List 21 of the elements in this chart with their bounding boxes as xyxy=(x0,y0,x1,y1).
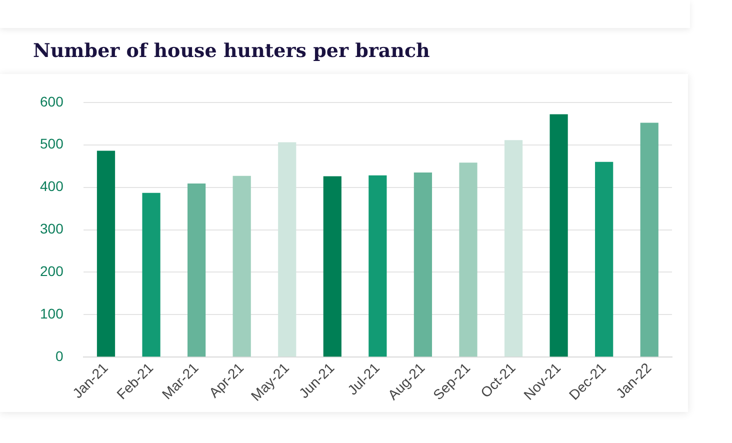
bar xyxy=(595,162,614,357)
bar xyxy=(459,162,478,357)
bar xyxy=(550,114,568,357)
bar xyxy=(640,122,658,357)
bar xyxy=(142,192,160,357)
chart-title: Number of house hunters per branch xyxy=(33,40,430,62)
y-tick-label: 300 xyxy=(40,220,64,237)
y-tick-label: 0 xyxy=(56,348,64,364)
bar xyxy=(323,176,342,357)
y-tick-label: 500 xyxy=(40,136,64,152)
bar xyxy=(232,176,251,357)
bar xyxy=(96,150,116,357)
bar xyxy=(368,175,387,357)
bar xyxy=(278,142,296,357)
y-tick-label: 100 xyxy=(40,306,64,322)
bar xyxy=(414,172,432,357)
bar xyxy=(504,140,523,357)
y-tick-label: 600 xyxy=(40,93,64,110)
y-tick-label: 400 xyxy=(40,178,64,194)
y-tick-label: 200 xyxy=(40,263,64,280)
bar xyxy=(188,183,206,357)
